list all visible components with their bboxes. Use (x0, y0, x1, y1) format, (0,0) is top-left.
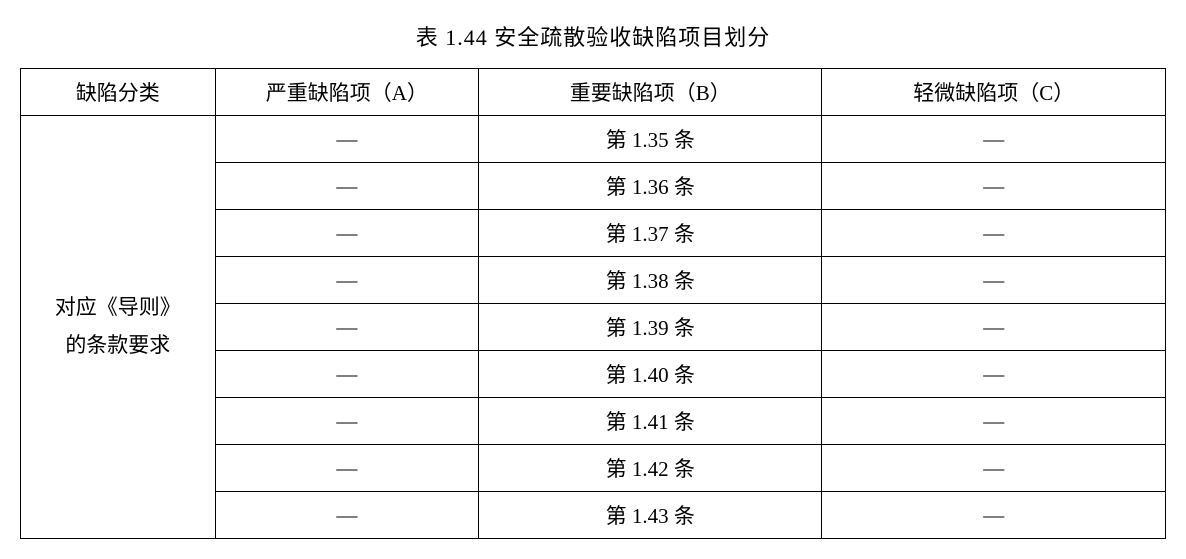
header-severe: 严重缺陷项（A） (215, 69, 478, 116)
cell-a: — (215, 492, 478, 539)
cell-a: — (215, 304, 478, 351)
header-minor: 轻微缺陷项（C） (822, 69, 1166, 116)
row-label-guideline: 对应《导则》 的条款要求 (21, 116, 216, 539)
cell-c: — (822, 398, 1166, 445)
defect-classification-table: 缺陷分类 严重缺陷项（A） 重要缺陷项（B） 轻微缺陷项（C） 对应《导则》 的… (20, 68, 1166, 539)
table-row: 对应《导则》 的条款要求 — 第 1.35 条 — (21, 116, 1166, 163)
cell-a: — (215, 257, 478, 304)
cell-c: — (822, 257, 1166, 304)
cell-b: 第 1.35 条 (478, 116, 822, 163)
cell-b: 第 1.41 条 (478, 398, 822, 445)
cell-c: — (822, 116, 1166, 163)
cell-a: — (215, 445, 478, 492)
cell-a: — (215, 351, 478, 398)
cell-c: — (822, 492, 1166, 539)
cell-c: — (822, 210, 1166, 257)
cell-c: — (822, 163, 1166, 210)
cell-b: 第 1.36 条 (478, 163, 822, 210)
cell-b: 第 1.43 条 (478, 492, 822, 539)
cell-b: 第 1.39 条 (478, 304, 822, 351)
cell-a: — (215, 210, 478, 257)
cell-a: — (215, 116, 478, 163)
cell-b: 第 1.42 条 (478, 445, 822, 492)
document-container: 表 1.44 安全疏散验收缺陷项目划分 缺陷分类 严重缺陷项（A） 重要缺陷项（… (20, 20, 1166, 539)
cell-a: — (215, 398, 478, 445)
cell-b: 第 1.37 条 (478, 210, 822, 257)
cell-b: 第 1.38 条 (478, 257, 822, 304)
cell-c: — (822, 445, 1166, 492)
cell-c: — (822, 304, 1166, 351)
header-category: 缺陷分类 (21, 69, 216, 116)
cell-a: — (215, 163, 478, 210)
table-title: 表 1.44 安全疏散验收缺陷项目划分 (20, 20, 1166, 52)
cell-c: — (822, 351, 1166, 398)
table-header-row: 缺陷分类 严重缺陷项（A） 重要缺陷项（B） 轻微缺陷项（C） (21, 69, 1166, 116)
cell-b: 第 1.40 条 (478, 351, 822, 398)
row-label-line2: 的条款要求 (65, 333, 170, 357)
header-important: 重要缺陷项（B） (478, 69, 822, 116)
row-label-line1: 对应《导则》 (55, 295, 181, 319)
